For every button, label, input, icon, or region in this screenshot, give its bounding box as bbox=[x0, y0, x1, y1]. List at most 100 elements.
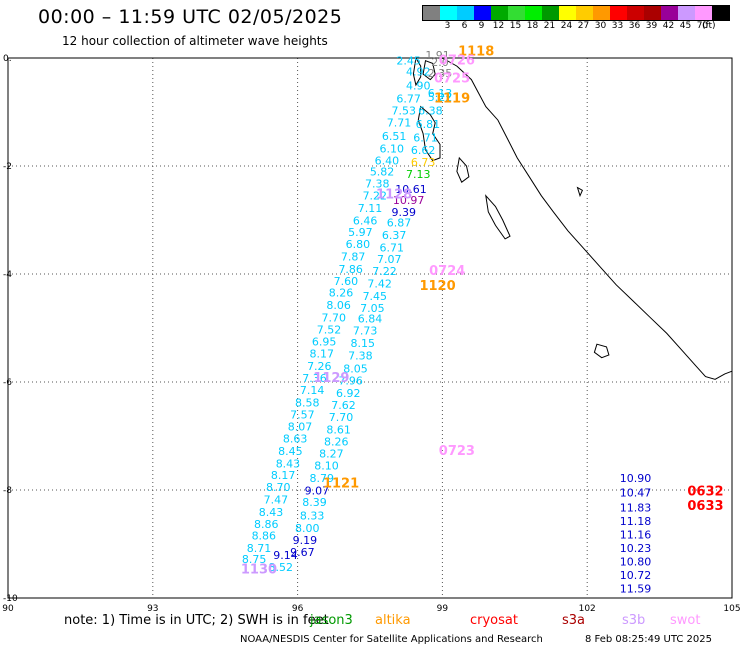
wave-height-label: 7.87 bbox=[341, 251, 366, 264]
wave-height-label: 7.53 bbox=[392, 105, 417, 118]
wave-height-label: 8.63 bbox=[283, 432, 308, 445]
legend-label: 9 bbox=[478, 21, 485, 31]
x-tick-label: 105 bbox=[723, 604, 740, 614]
wave-height-label: 6.38 bbox=[418, 105, 443, 118]
wave-height-label: 8.33 bbox=[300, 510, 325, 523]
legend-swatch bbox=[678, 6, 695, 20]
wave-height-label: 7.45 bbox=[363, 290, 388, 303]
wave-height-label: 8.17 bbox=[271, 469, 296, 482]
wave-height-label: 9.07 bbox=[305, 484, 330, 497]
wave-height-label: 7.42 bbox=[367, 278, 392, 291]
wave-height-label: 8.58 bbox=[295, 396, 320, 409]
wave-height-label: 6.81 bbox=[416, 118, 441, 131]
island-coast bbox=[456, 156, 470, 183]
wave-height-label: 8.39 bbox=[302, 496, 327, 509]
wave-height-label: 9.14 bbox=[273, 549, 298, 562]
credit: NOAA/NESDIS Center for Satellite Applica… bbox=[240, 634, 543, 645]
wave-height-label: 2.45 bbox=[396, 54, 421, 67]
wave-height-label: 10.23 bbox=[620, 542, 652, 555]
legend-swatch bbox=[627, 6, 644, 20]
x-tick-label: 99 bbox=[437, 604, 449, 614]
wave-height-label: 6.37 bbox=[382, 229, 407, 242]
wave-height-label: 7.22 bbox=[363, 189, 388, 202]
legend-label: 45 bbox=[679, 21, 692, 31]
wave-height-label: 7.05 bbox=[360, 302, 385, 315]
wave-height-label: 6.73 bbox=[411, 156, 436, 169]
wave-height-label: 11.16 bbox=[620, 529, 652, 542]
wave-height-label: 4.92 bbox=[406, 65, 431, 78]
wave-height-label: 7.62 bbox=[331, 399, 356, 412]
legend-swatch bbox=[542, 6, 559, 20]
wave-height-label: 2.0 bbox=[431, 56, 449, 69]
satellite-swot: swot bbox=[670, 613, 701, 628]
wave-height-label: 7.07 bbox=[377, 253, 402, 266]
wave-height-label: 8.17 bbox=[309, 348, 334, 361]
legend-swatch bbox=[491, 6, 508, 20]
y-tick-label: -4 bbox=[3, 270, 12, 280]
pass-time-label: 1119 bbox=[434, 91, 470, 106]
wave-height-label: 7.60 bbox=[334, 275, 359, 288]
wave-height-label: 5.97 bbox=[348, 226, 373, 239]
y-tick-label: -8 bbox=[3, 486, 12, 496]
legend-swatch bbox=[508, 6, 525, 20]
y-tick-label: -2 bbox=[3, 162, 12, 172]
wave-height-label: 8.75 bbox=[242, 553, 267, 566]
legend-label: 30 bbox=[594, 21, 607, 31]
legend-swatch bbox=[474, 6, 491, 20]
wave-height-label: 8.43 bbox=[259, 506, 284, 519]
satellite-jason3: jason3 bbox=[310, 613, 353, 628]
legend-swatch bbox=[440, 6, 457, 20]
wave-height-label: 6.71 bbox=[379, 241, 404, 254]
wave-height-label: 10.97 bbox=[393, 194, 425, 207]
legend-label: 24 bbox=[560, 21, 573, 31]
wave-height-label: 8.86 bbox=[254, 518, 279, 531]
y-tick-label: 0. bbox=[3, 54, 12, 64]
wave-height-label: 6.92 bbox=[336, 387, 361, 400]
color-legend: 3 6 9 12 15 18 21 24 27 30 33 36 39 42 45 70 (ft) bbox=[422, 5, 730, 31]
wave-height-label: 8.52 bbox=[268, 561, 293, 574]
wave-height-label: 8.26 bbox=[329, 287, 354, 300]
wave-height-label: 7.14 bbox=[300, 384, 325, 397]
map-frame bbox=[7, 57, 733, 599]
wave-height-label: 7.73 bbox=[353, 324, 378, 337]
legend-swatch bbox=[423, 6, 440, 20]
wave-height-label: 6.51 bbox=[382, 130, 407, 143]
map-border bbox=[7, 57, 733, 599]
wave-height-label: 10.72 bbox=[620, 569, 652, 582]
coastline bbox=[412, 56, 733, 380]
pass-time-label: 1118 bbox=[458, 44, 494, 59]
x-tick-label: 93 bbox=[147, 604, 158, 614]
island-coast bbox=[576, 186, 584, 198]
legend-label: 39 bbox=[645, 21, 658, 31]
wave-height-label: 8.00 bbox=[295, 522, 320, 535]
legend-swatch bbox=[661, 6, 678, 20]
map-grid bbox=[8, 58, 732, 598]
wave-height-label: 8.61 bbox=[326, 423, 351, 436]
pass-time-label: 1121 bbox=[323, 476, 359, 491]
page-subtitle: 12 hour collection of altimeter wave hei… bbox=[62, 34, 328, 48]
legend-label: 27 bbox=[577, 21, 590, 31]
wave-height-label: 11.18 bbox=[620, 515, 652, 528]
wave-height-label: 11.83 bbox=[620, 502, 652, 515]
wave-height-label: 8.27 bbox=[319, 448, 344, 461]
wave-height-label: 8.10 bbox=[314, 459, 339, 472]
wave-height-label: 7.38 bbox=[348, 349, 373, 362]
wave-height-label: 7.36 bbox=[302, 372, 327, 385]
wave-height-label: 8.86 bbox=[252, 530, 277, 543]
footnote: note: 1) Time is in UTC; 2) SWH is in fe… bbox=[64, 613, 329, 628]
wave-height-label: 5.82 bbox=[370, 166, 395, 179]
wave-height-label: 8.70 bbox=[266, 481, 291, 494]
legend-label: 21 bbox=[543, 21, 556, 31]
legend-label: 12 bbox=[492, 21, 505, 31]
legend-label: 42 bbox=[662, 21, 675, 31]
legend-swatch bbox=[457, 6, 474, 20]
wave-height-label: 2.35 bbox=[428, 67, 453, 80]
legend-swatch bbox=[593, 6, 610, 20]
wave-height-label: 8.26 bbox=[324, 436, 349, 449]
wave-height-label: 7.22 bbox=[372, 265, 397, 278]
pass-time-label: 0725 bbox=[434, 71, 470, 86]
x-tick-label: 90 bbox=[2, 604, 14, 614]
wave-height-label: 10.47 bbox=[620, 486, 652, 499]
legend-label: 3 bbox=[444, 21, 451, 31]
pass-time-label: 0633 bbox=[687, 499, 723, 514]
